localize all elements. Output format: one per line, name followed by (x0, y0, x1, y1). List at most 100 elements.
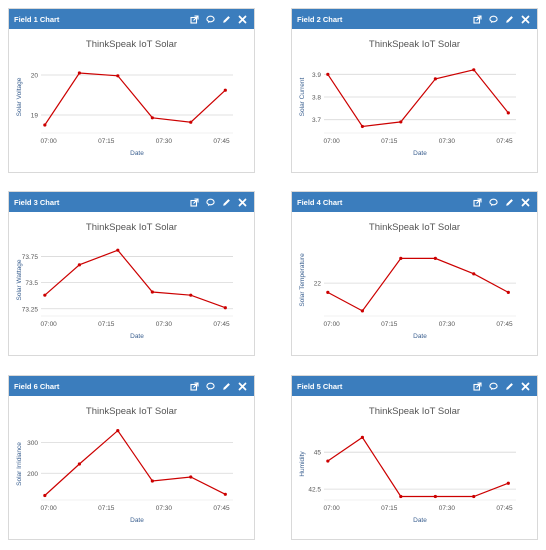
close-icon[interactable] (238, 15, 247, 24)
data-point[interactable] (43, 293, 47, 297)
data-point[interactable] (326, 72, 330, 76)
data-point[interactable] (150, 116, 154, 120)
data-point[interactable] (399, 256, 403, 260)
data-point[interactable] (116, 74, 120, 78)
data-point[interactable] (360, 124, 364, 129)
close-icon[interactable] (238, 198, 247, 207)
x-axis-label: Date (130, 517, 144, 524)
pencil-icon[interactable] (505, 15, 514, 24)
external-link-icon[interactable] (190, 381, 199, 391)
data-point[interactable] (506, 111, 510, 115)
line-chart: ThinkSpeak IoT Solar 200 300 07:00 07:15 07:3… (16, 406, 233, 524)
data-point[interactable] (433, 77, 437, 81)
data-point[interactable] (360, 435, 364, 439)
y-axis-label: Solar Current (299, 77, 306, 116)
y-tick-label: 22 (314, 281, 322, 288)
pencil-icon[interactable] (505, 382, 514, 391)
chart-card-field1: Field 1 Chart ThinkSpeak IoT Solar 19 20 07… (8, 8, 255, 173)
close-icon[interactable] (238, 382, 247, 391)
close-icon[interactable] (521, 382, 530, 391)
data-point[interactable] (116, 248, 120, 252)
data-point[interactable] (43, 123, 47, 127)
x-axis-label: Date (413, 150, 427, 157)
x-tick-label: 07:15 (98, 505, 115, 512)
x-tick-label: 07:45 (496, 505, 513, 512)
data-point[interactable] (77, 263, 81, 267)
data-point[interactable] (360, 309, 364, 313)
line-chart: ThinkSpeak IoT Solar 19 20 07:00 07:15 07:30 0… (16, 39, 233, 157)
data-point[interactable] (433, 256, 437, 260)
data-point[interactable] (77, 462, 81, 466)
external-link-icon[interactable] (473, 14, 482, 24)
external-link-icon[interactable] (190, 14, 199, 24)
y-axis-label: Solar Wattage (16, 259, 23, 300)
series-line (44, 249, 226, 309)
data-point[interactable] (189, 475, 193, 479)
card-header: Field 5 Chart (292, 376, 537, 396)
data-point[interactable] (223, 492, 227, 496)
x-tick-label: 07:00 (324, 321, 341, 328)
x-tick-label: 07:15 (98, 321, 115, 328)
y-axis-label: Solar Temperature (299, 253, 306, 307)
data-point[interactable] (506, 481, 510, 485)
data-point[interactable] (433, 494, 437, 499)
data-point[interactable] (399, 120, 403, 124)
comment-icon[interactable] (206, 15, 215, 24)
data-point[interactable] (472, 494, 476, 499)
x-tick-label: 07:30 (156, 138, 173, 145)
y-tick-label: 73.75 (22, 254, 39, 261)
line-chart: ThinkSpeak IoT Solar 3.7 3.8 3.9 07:00 07:15 0… (299, 39, 516, 157)
close-icon[interactable] (521, 15, 530, 24)
data-point[interactable] (77, 71, 81, 75)
data-point[interactable] (326, 290, 330, 294)
data-point[interactable] (43, 493, 47, 498)
pencil-icon[interactable] (222, 198, 231, 207)
x-tick-label: 07:00 (41, 505, 58, 512)
data-point[interactable] (326, 459, 330, 463)
close-icon[interactable] (521, 198, 530, 207)
series-line (44, 429, 226, 496)
external-link-icon[interactable] (190, 197, 199, 207)
comment-icon[interactable] (489, 382, 498, 391)
card-title: Field 2 Chart (297, 14, 343, 24)
y-axis-label: Solar Voltage (16, 77, 23, 116)
data-point[interactable] (472, 68, 476, 72)
comment-icon[interactable] (489, 15, 498, 24)
chart-card-field3: Field 3 Chart ThinkSpeak IoT Solar 73.25 7… (8, 191, 255, 356)
series-line (44, 72, 226, 126)
external-link-icon[interactable] (473, 381, 482, 391)
y-tick-label: 42.5 (308, 487, 321, 494)
pencil-icon[interactable] (222, 382, 231, 391)
x-tick-label: 07:30 (156, 505, 173, 512)
data-point[interactable] (472, 272, 476, 276)
y-tick-label: 19 (31, 113, 39, 120)
data-point[interactable] (506, 290, 510, 294)
data-point[interactable] (189, 293, 193, 297)
pencil-icon[interactable] (505, 198, 514, 207)
comment-icon[interactable] (206, 198, 215, 207)
x-axis-label: Date (413, 517, 427, 524)
y-axis-label: Humidity (299, 451, 306, 477)
external-link-icon[interactable] (473, 197, 482, 207)
data-point[interactable] (189, 120, 193, 124)
chart-card-field5: Field 5 Chart ThinkSpeak IoT Solar 42.5 45… (291, 375, 538, 540)
data-point[interactable] (150, 290, 154, 294)
comment-icon[interactable] (206, 382, 215, 391)
y-tick-label: 45 (314, 450, 322, 457)
comment-icon[interactable] (489, 198, 498, 207)
line-chart: ThinkSpeak IoT Solar 42.5 45 07:00 07:15 07:3… (299, 406, 516, 524)
data-point[interactable] (223, 88, 227, 92)
card-header: Field 3 Chart (9, 192, 254, 212)
data-point[interactable] (116, 429, 120, 433)
data-point[interactable] (150, 479, 154, 483)
y-tick-label: 200 (27, 471, 38, 478)
card-header: Field 4 Chart (292, 192, 537, 212)
series-line (327, 436, 509, 498)
data-point[interactable] (399, 494, 403, 499)
x-tick-label: 07:00 (41, 321, 58, 328)
y-tick-label: 3.7 (312, 117, 321, 124)
data-point[interactable] (223, 306, 227, 310)
y-tick-label: 3.9 (312, 72, 321, 79)
pencil-icon[interactable] (222, 15, 231, 24)
chart-title: ThinkSpeak IoT Solar (86, 222, 177, 233)
